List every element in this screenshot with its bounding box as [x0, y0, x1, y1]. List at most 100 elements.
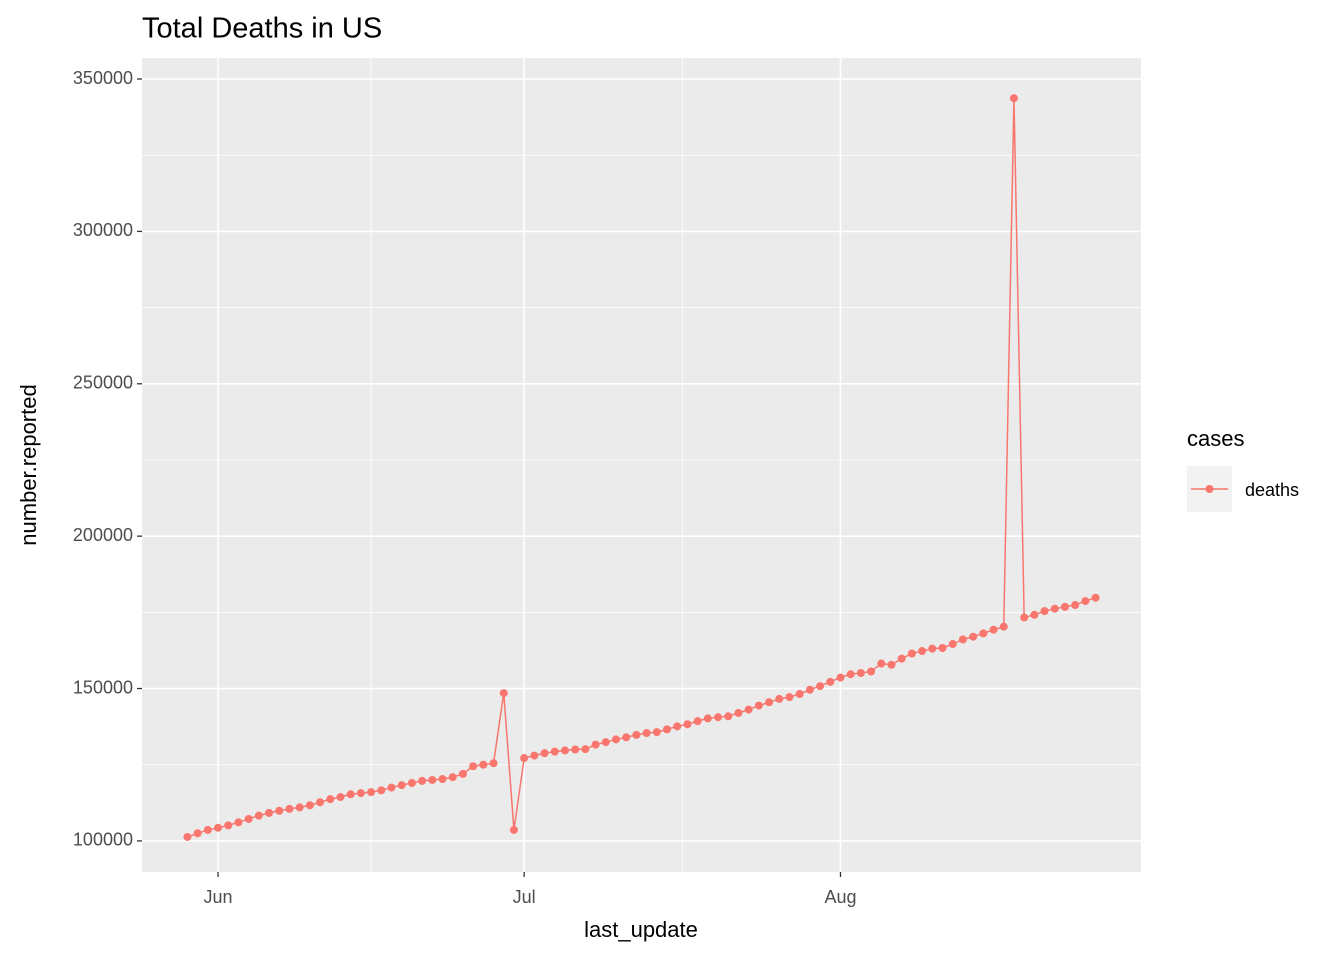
data-point — [652, 728, 661, 737]
data-point — [958, 635, 967, 644]
data-point — [734, 708, 743, 717]
x-tick-label: Aug — [824, 887, 856, 907]
data-point — [458, 769, 467, 778]
data-point — [785, 693, 794, 702]
data-point — [826, 677, 835, 686]
data-point — [754, 701, 763, 710]
data-point — [316, 798, 325, 807]
data-point — [795, 690, 804, 699]
data-point — [999, 622, 1008, 631]
data-point — [540, 749, 549, 758]
data-point — [346, 790, 355, 799]
y-tick-label: 150000 — [73, 677, 133, 697]
data-point — [632, 730, 641, 739]
data-point — [805, 685, 814, 694]
data-point — [265, 808, 274, 817]
data-point — [499, 689, 508, 698]
data-point — [601, 738, 610, 747]
data-point — [254, 811, 263, 820]
data-point — [724, 712, 733, 721]
data-point — [673, 722, 682, 731]
marks — [183, 94, 1100, 841]
data-point — [867, 667, 876, 676]
data-point — [918, 647, 927, 656]
data-point — [693, 717, 702, 726]
data-point — [560, 746, 569, 755]
data-point — [887, 660, 896, 669]
data-point — [418, 776, 427, 785]
data-point — [530, 751, 539, 760]
data-point — [1050, 604, 1059, 613]
data-point — [591, 740, 600, 749]
data-point — [969, 632, 978, 641]
data-point — [622, 733, 631, 742]
data-point — [1020, 613, 1029, 622]
data-point — [1040, 607, 1049, 616]
data-point — [1060, 602, 1069, 611]
data-point — [836, 673, 845, 682]
data-point — [703, 714, 712, 723]
data-point — [203, 825, 212, 834]
data-point — [989, 625, 998, 634]
data-point — [356, 789, 365, 798]
data-point — [571, 745, 580, 754]
data-point — [846, 670, 855, 679]
data-point — [897, 654, 906, 663]
data-point — [642, 729, 651, 738]
data-point — [489, 759, 498, 768]
data-point — [509, 825, 518, 834]
data-point — [611, 735, 620, 744]
y-tick-label: 250000 — [73, 373, 133, 393]
data-point — [193, 829, 202, 838]
legend-point — [1205, 485, 1214, 493]
data-point — [407, 779, 416, 788]
data-point — [336, 793, 345, 802]
data-point — [907, 649, 916, 658]
panel — [142, 58, 1141, 872]
data-point — [1081, 597, 1090, 606]
data-point — [479, 760, 488, 769]
y-tick-label: 100000 — [73, 830, 133, 850]
data-point — [581, 745, 590, 754]
x-axis-label: last_update — [584, 917, 698, 942]
data-point — [856, 668, 865, 677]
legend-title: cases — [1187, 426, 1244, 451]
y-tick-label: 300000 — [73, 220, 133, 240]
legend-label: deaths — [1245, 480, 1299, 500]
data-point — [224, 821, 233, 830]
data-point — [816, 682, 825, 691]
data-point — [877, 659, 886, 668]
data-point — [305, 801, 314, 810]
data-point — [234, 818, 243, 827]
data-point — [520, 754, 529, 763]
data-point — [663, 725, 672, 734]
data-point — [683, 720, 692, 729]
data-point — [1009, 94, 1018, 103]
data-point — [1071, 601, 1080, 610]
data-point — [428, 775, 437, 784]
data-point — [765, 698, 774, 707]
data-point — [214, 823, 223, 832]
y-axis-label: number.reported — [16, 384, 41, 545]
data-point — [979, 629, 988, 638]
data-point — [928, 644, 937, 653]
data-point — [367, 788, 376, 797]
data-point — [387, 783, 396, 792]
data-point — [183, 832, 192, 841]
chart-title: Total Deaths in US — [142, 13, 382, 45]
y-tick-label: 200000 — [73, 525, 133, 545]
data-point — [244, 814, 253, 823]
data-point — [326, 795, 335, 804]
y-tick-label: 350000 — [73, 68, 133, 88]
grid — [142, 58, 1141, 872]
data-point — [438, 775, 447, 784]
x-tick-label: Jun — [204, 887, 233, 907]
data-point — [397, 781, 406, 790]
data-point — [1030, 610, 1039, 619]
data-point — [285, 804, 294, 813]
data-point — [775, 694, 784, 703]
x-tick-label: Jul — [513, 887, 536, 907]
data-point — [377, 786, 386, 795]
data-point — [714, 713, 723, 722]
